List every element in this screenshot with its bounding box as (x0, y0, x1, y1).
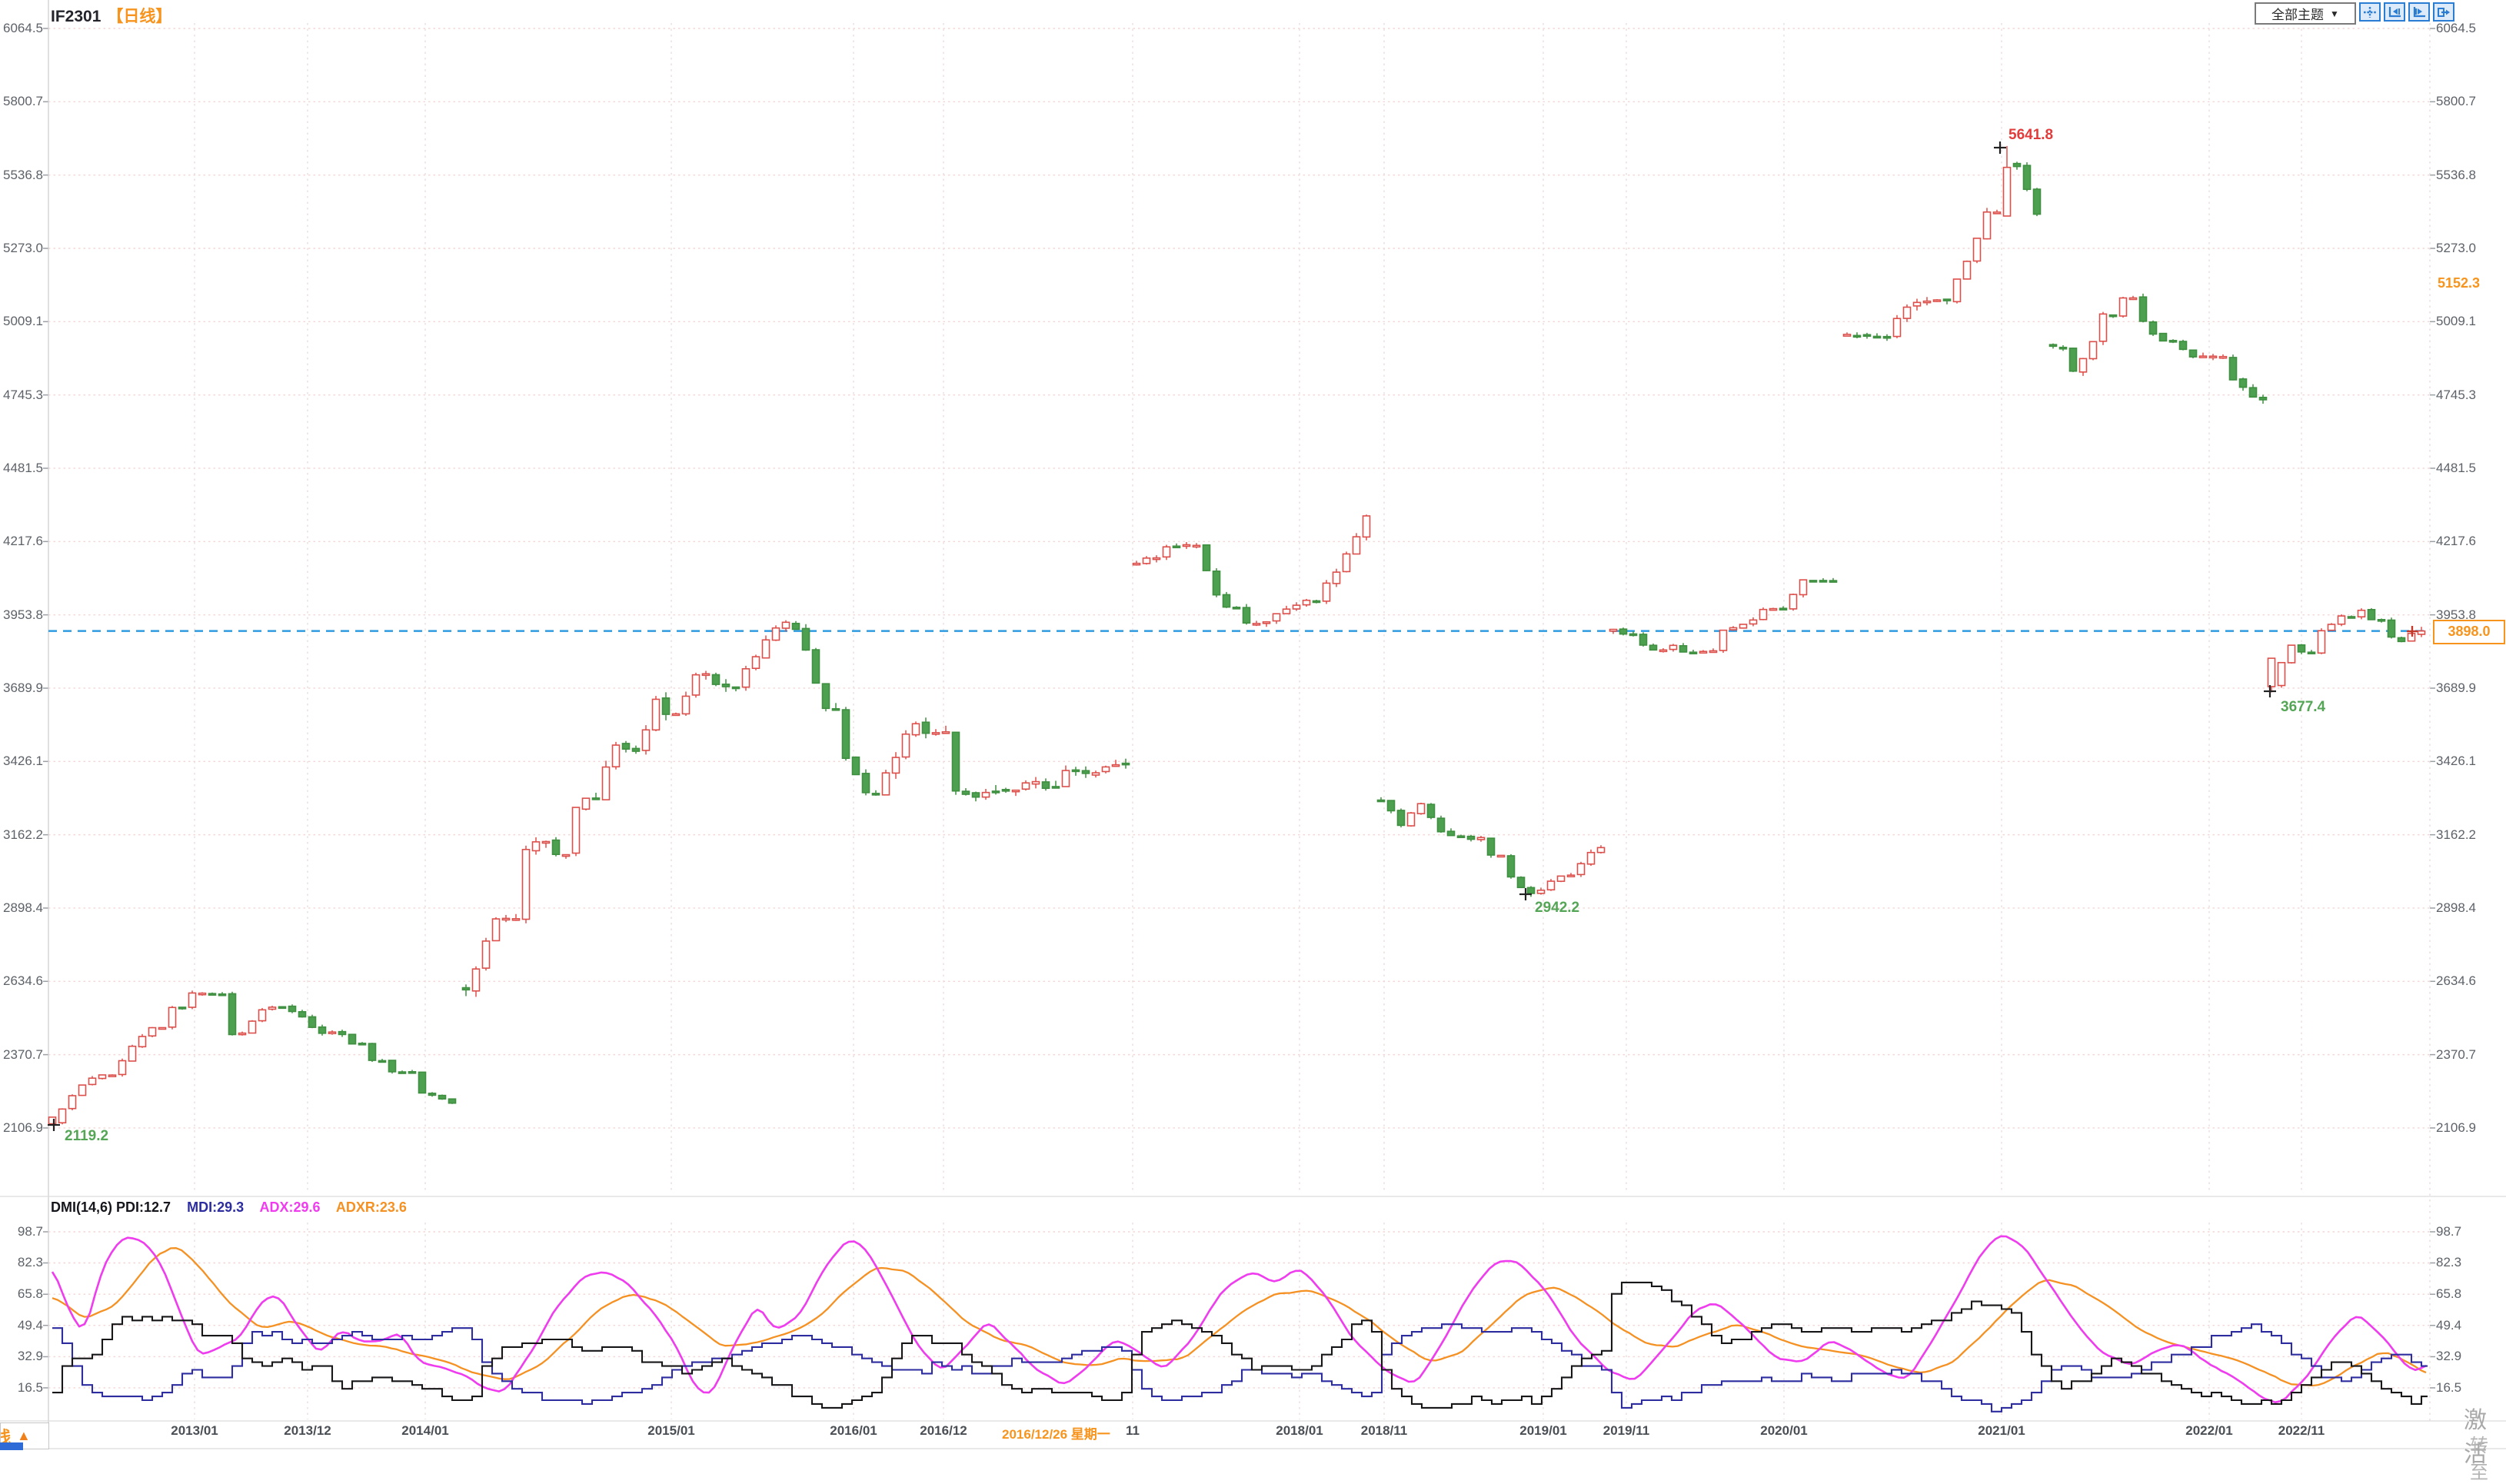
dmi-axis-label: 98.7 (2436, 1224, 2462, 1239)
price-axis-label: 4745.3 (2436, 387, 2476, 402)
price-axis-label: 4217.6 (2436, 534, 2476, 549)
date-tick-label: 11 (1126, 1423, 1140, 1438)
price-axis-label: 3689.9 (3, 680, 43, 695)
date-tick-label: 2016/01 (830, 1423, 877, 1438)
crosshair-date-label: 2016/12/26 星期一 (1002, 1427, 1110, 1442)
dmi-axis-label: 82.3 (2436, 1255, 2462, 1270)
top-toolbar: 全部主题 ▼ (2255, 2, 2454, 25)
price-axis-label: 5009.1 (3, 314, 43, 329)
symbol-name: IF2301 (51, 8, 102, 25)
price-axis-label: 5536.8 (2436, 167, 2476, 182)
price-axis-label: 5800.7 (3, 94, 43, 109)
price-axis-label: 6064.5 (2436, 21, 2476, 35)
dmi-mdi-line (52, 1323, 2428, 1412)
chart-canvas[interactable] (0, 0, 2506, 1450)
date-tick-label: 2019/11 (1602, 1423, 1650, 1438)
price-axis-label: 2370.7 (2436, 1046, 2476, 1062)
date-tick-label: 2022/01 (2185, 1423, 2233, 1438)
date-tick-label: 2018/01 (1276, 1423, 1323, 1438)
activate-watermark-line2: 转至 (2470, 1436, 2488, 1483)
price-axis-label: 2898.4 (2436, 900, 2476, 915)
price-axis-label: 3162.2 (3, 827, 43, 842)
price-axis-label: 2634.6 (3, 973, 43, 989)
taskbar-fragment (0, 1442, 23, 1450)
price-axis-label: 4745.3 (3, 387, 43, 402)
price-axis-label: 2106.9 (3, 1120, 43, 1135)
price-axis-label: 2370.7 (3, 1046, 43, 1062)
dmi-axis-label: 98.7 (17, 1224, 43, 1239)
price-axis-label: 5800.7 (2436, 94, 2476, 109)
price-annotation: 3677.4 (2281, 699, 2326, 715)
expand-triangle-icon[interactable]: ▲ (17, 1428, 31, 1443)
dmi-adx-value: ADX:29.6 (259, 1200, 321, 1215)
price-axis-label: 3426.1 (3, 754, 43, 769)
price-axis-label: 2898.4 (3, 900, 43, 915)
pan-right-icon[interactable] (2433, 2, 2454, 22)
dmi-axis-label: 49.4 (17, 1317, 43, 1333)
dmi-indicator-header[interactable]: DMI(14,6) PDI:12.7 MDI:29.3 ADX:29.6 ADX… (51, 1200, 419, 1216)
dmi-mdi-value: MDI:29.3 (187, 1200, 245, 1215)
price-axis-label: 2634.6 (2436, 973, 2476, 989)
price-axis-label: 4481.5 (3, 460, 43, 475)
price-axis-label: 4217.6 (3, 534, 43, 549)
price-axis-label: 3689.9 (2436, 680, 2476, 695)
date-tick-label: 2019/01 (1519, 1423, 1567, 1438)
dmi-axis-label: 32.9 (2436, 1349, 2462, 1364)
date-tick-label: 2014/01 (401, 1423, 449, 1438)
dmi-adx-line (51, 1235, 2427, 1403)
candlestick-series (48, 145, 2426, 1126)
price-annotation: 2942.2 (1535, 900, 1580, 916)
date-tick-label: 2013/12 (284, 1423, 331, 1438)
price-axis-label: 2106.9 (2436, 1120, 2476, 1135)
date-tick-label: 2021/01 (1978, 1423, 2025, 1438)
kline-tool-icon: 线 (1, 1424, 11, 1449)
date-tick-label: 2013/01 (171, 1423, 218, 1438)
dmi-axis-label: 16.5 (17, 1379, 43, 1395)
dmi-pdi-line (52, 1281, 2428, 1409)
date-tick-label: 2016/12 (920, 1423, 967, 1438)
price-axis-label: 5536.8 (3, 167, 43, 182)
dmi-axis-label: 49.4 (2436, 1317, 2462, 1333)
theme-dropdown-label: 全部主题 (2271, 8, 2325, 22)
price-axis-label: 5009.1 (2436, 314, 2476, 329)
dmi-axis-label: 65.8 (17, 1286, 43, 1302)
date-tick-label: 2015/01 (647, 1423, 695, 1438)
dmi-axis-label: 65.8 (2436, 1286, 2462, 1302)
axis-scale-right-icon[interactable] (2408, 2, 2430, 22)
dmi-adxr-line (52, 1247, 2427, 1387)
last-price-tag: 3898.0 (2433, 619, 2505, 644)
crosshair-move-icon[interactable] (2359, 2, 2381, 22)
date-tick-label: 2022/11 (2278, 1423, 2325, 1438)
date-tick-label: 2020/01 (1760, 1423, 1808, 1438)
price-annotation: 5641.8 (2008, 127, 2054, 143)
dmi-adxr-value: ADXR:23.6 (335, 1200, 407, 1215)
price-axis-label: 6064.5 (3, 21, 43, 35)
price-axis-label: 5273.0 (2436, 240, 2476, 255)
dmi-pdi-value: DMI(14,6) PDI:12.7 (51, 1200, 171, 1215)
date-tick-label: 2018/11 (1360, 1423, 1408, 1438)
axis-scale-left-icon[interactable] (2384, 2, 2405, 22)
chart-title: IF2301 【日线】 (51, 4, 171, 27)
price-axis-label: 3953.8 (2436, 607, 2476, 622)
dmi-axis-label: 82.3 (17, 1255, 43, 1270)
price-axis-label: 4481.5 (2436, 460, 2476, 475)
price-axis-label: 3426.1 (2436, 754, 2476, 769)
period-label: 【日线】 (107, 8, 172, 25)
dmi-axis-label: 16.5 (2436, 1379, 2462, 1395)
price-annotation: 2119.2 (65, 1128, 109, 1144)
theme-dropdown[interactable]: 全部主题 ▼ (2255, 2, 2356, 25)
price-axis-label: 3162.2 (2436, 827, 2476, 842)
chevron-down-icon: ▼ (2330, 8, 2339, 19)
price-tag-5152: 5152.3 (2438, 275, 2481, 291)
price-axis-label: 3953.8 (3, 607, 43, 622)
dmi-axis-label: 32.9 (17, 1349, 43, 1364)
price-axis-label: 5273.0 (3, 240, 43, 255)
